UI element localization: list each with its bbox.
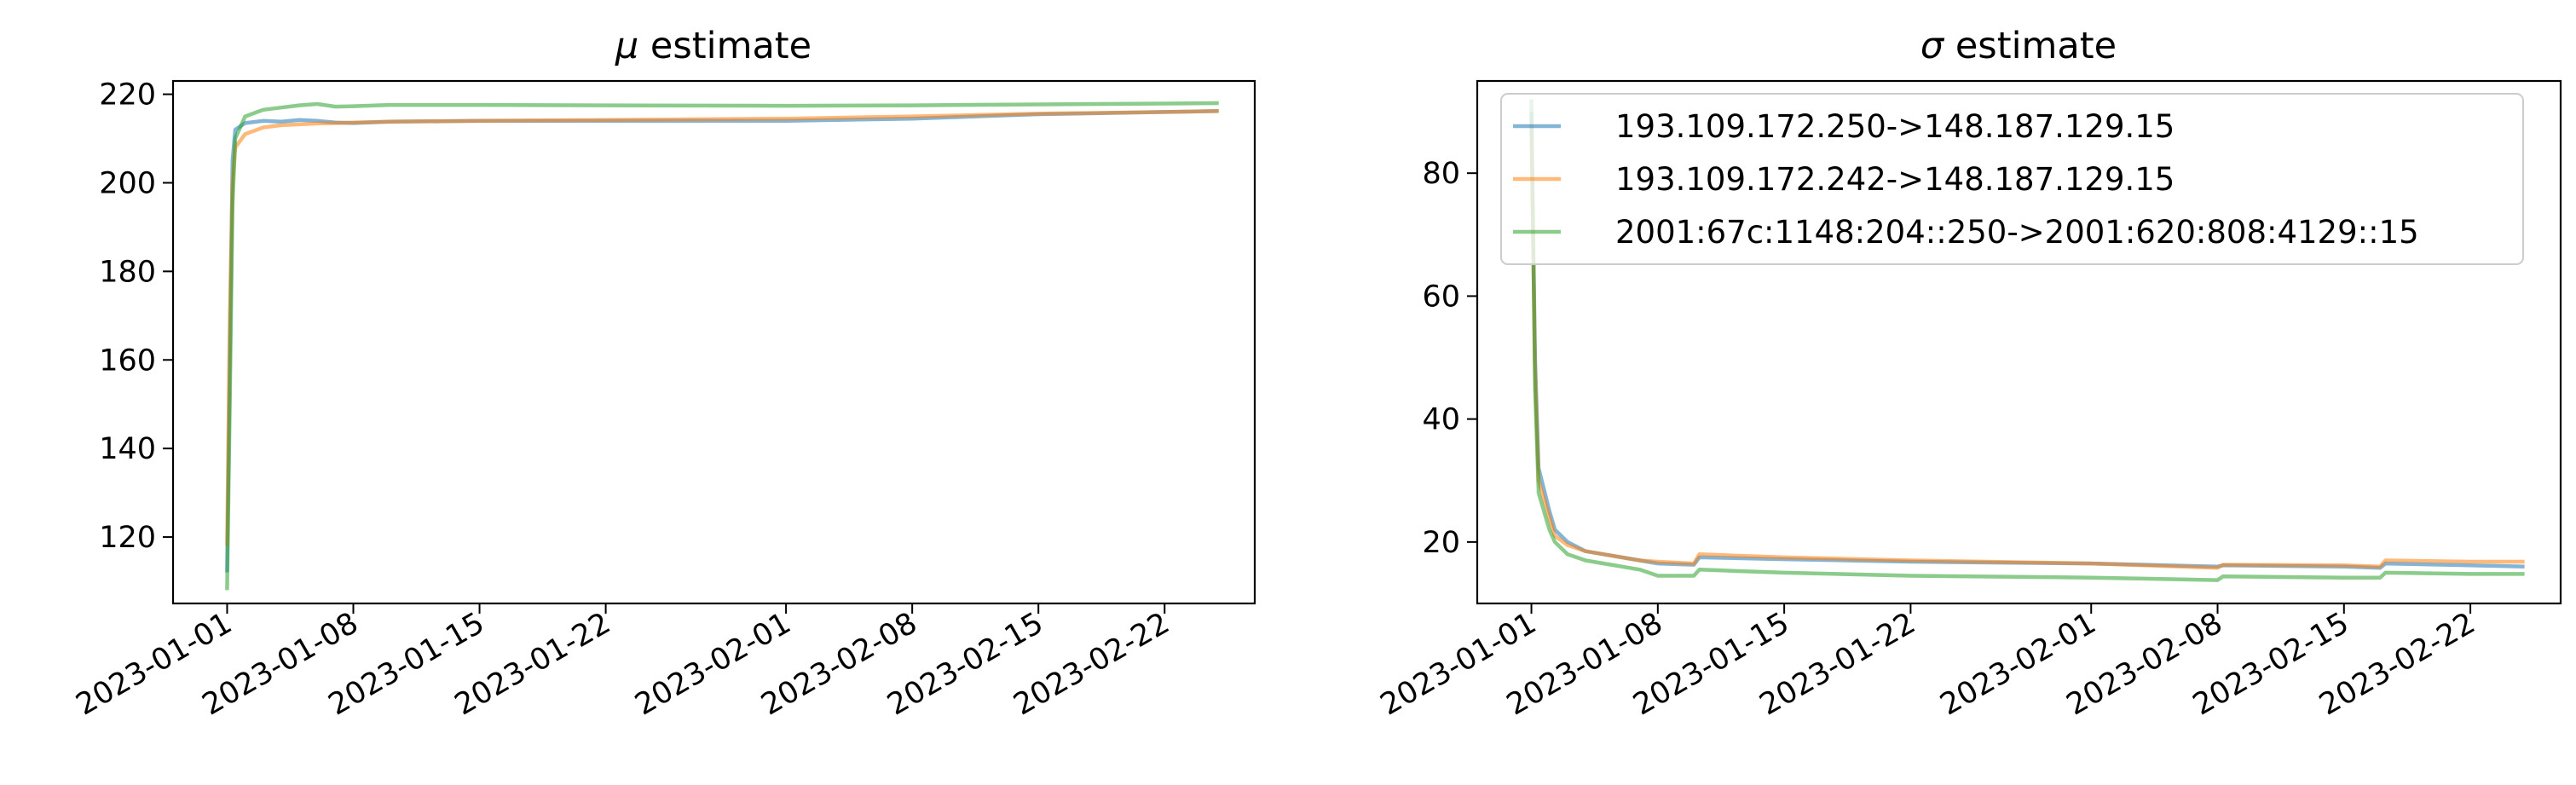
sigma-series-group [1529, 99, 2525, 582]
sigma-legend-label-2: 2001:67c:1148:204::250->2001:620:808:412… [1615, 214, 2419, 251]
mu-y-tick-label: 160 [99, 343, 156, 378]
mu-y-tick-label: 140 [99, 432, 156, 466]
sigma-legend-label-0: 193.109.172.250->148.187.129.15 [1615, 108, 2175, 145]
sigma-title-symbol: σ [1920, 25, 1945, 67]
sigma-legend-label-1: 193.109.172.242->148.187.129.15 [1615, 161, 2175, 198]
mu-estimate-panel: μ estimate1201401601802002202023-01-0120… [71, 25, 1256, 722]
mu-chart-title: μ estimate [615, 25, 811, 67]
mu-y-tick-label: 200 [99, 166, 156, 200]
mu-y-tick-label: 180 [99, 255, 156, 289]
sigma-legend: 193.109.172.250->148.187.129.15 193.109.1… [1500, 93, 2524, 265]
mu-plot-frame [171, 79, 1256, 605]
mu-y-tick-label: 120 [99, 521, 156, 555]
mu-series-line-1 [225, 109, 1219, 546]
mu-y-tick-label: 220 [99, 78, 156, 113]
sigma-y-tick-label: 40 [1422, 403, 1460, 437]
mu-series-group [225, 101, 1219, 591]
sigma-plot-frame [1476, 79, 2562, 605]
mu-title-symbol: μ [615, 25, 638, 67]
sigma-chart-title: σ estimate [1920, 25, 2117, 67]
sigma-title-text: estimate [1944, 25, 2117, 67]
sigma-y-tick-label: 80 [1422, 157, 1460, 191]
sigma-estimate-panel: σ estimate204060802023-01-012023-01-0820… [1375, 25, 2562, 722]
mu-series-line-0 [225, 109, 1219, 573]
sigma-legend-box [1500, 93, 2524, 265]
mu-series-line-2 [225, 101, 1219, 591]
sigma-series-line-2 [1529, 99, 2525, 582]
mu-title-text: estimate [638, 25, 811, 67]
sigma-y-tick-label: 60 [1422, 280, 1460, 314]
sigma-series-line-1 [1529, 124, 2525, 570]
sigma-y-tick-label: 20 [1422, 526, 1460, 560]
